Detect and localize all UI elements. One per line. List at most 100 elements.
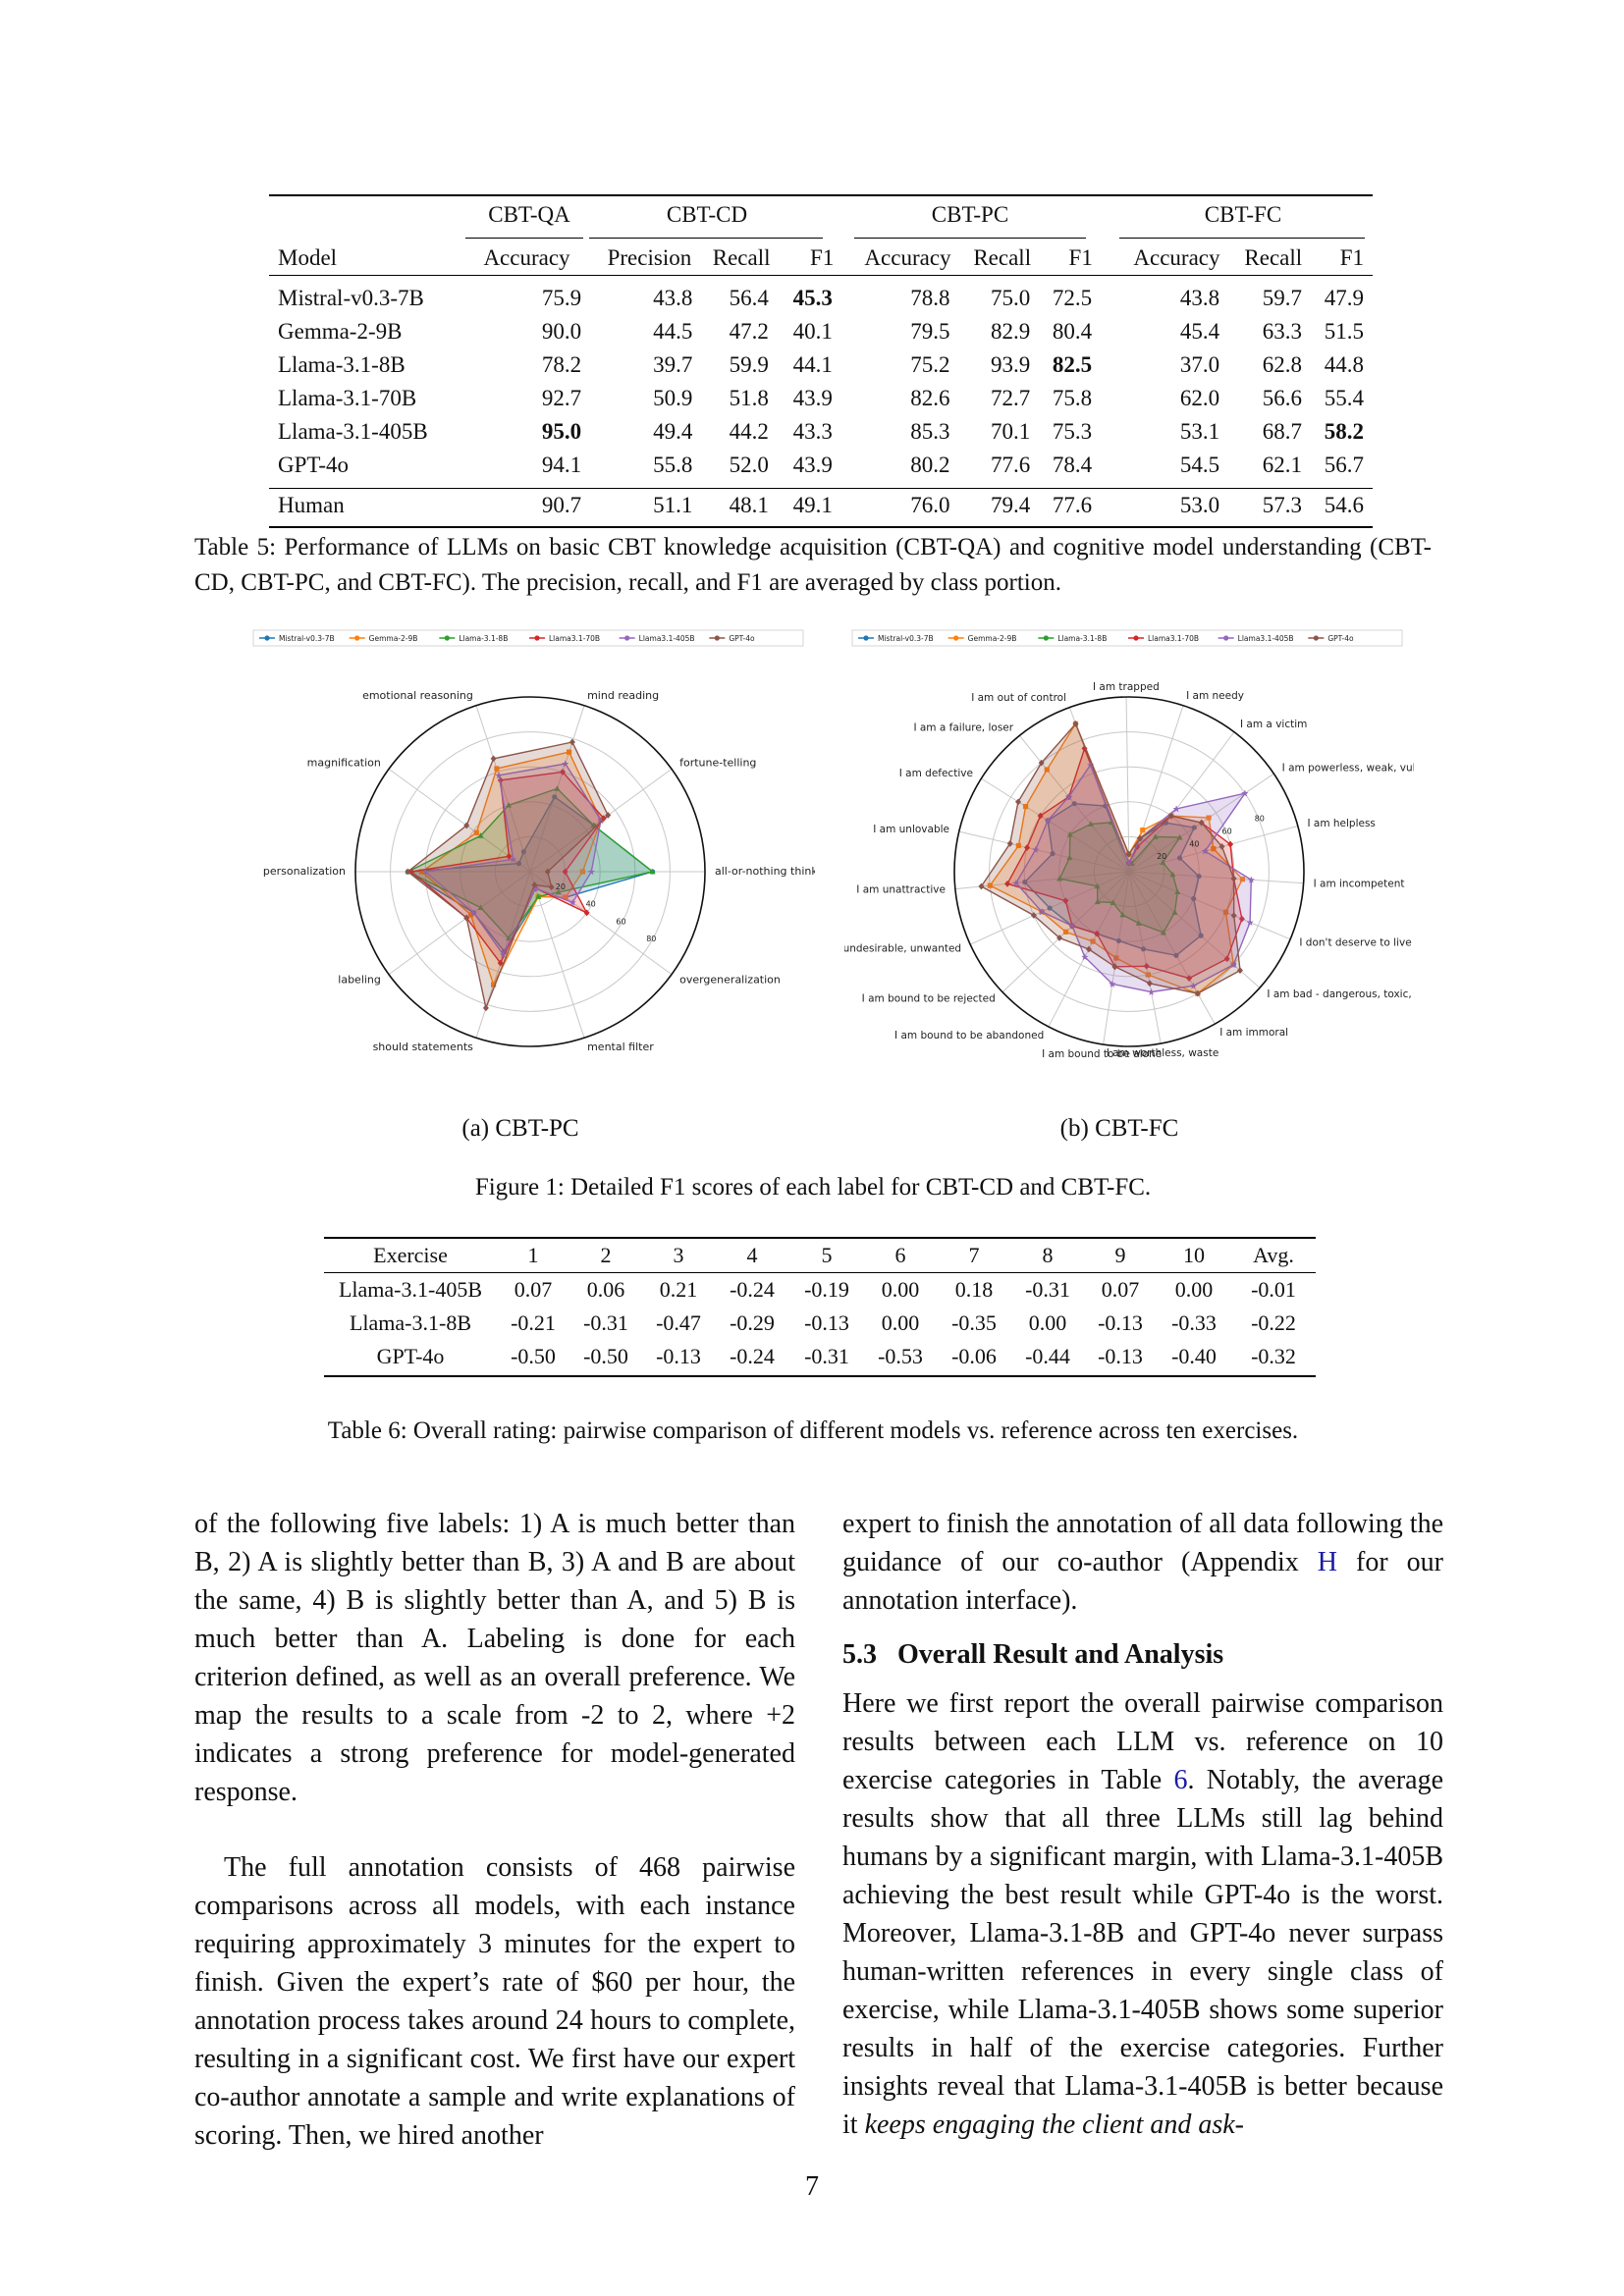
category-label: I am unlovable	[873, 824, 949, 835]
data-point	[583, 909, 590, 917]
data-point	[1201, 847, 1209, 855]
data-point	[421, 868, 429, 876]
table-cell: 90.7	[541, 492, 582, 517]
data-point	[1189, 982, 1198, 989]
col-header: 3	[673, 1243, 684, 1267]
legend: Mistral-v0.3-7B Gemma-2-9B Llama-3.1-8B Lla…	[252, 629, 804, 647]
category-label: magnification	[307, 756, 381, 769]
data-point	[1173, 952, 1179, 958]
table-cell: 0.00	[881, 1277, 920, 1302]
table-cell: 50.9	[653, 385, 693, 410]
table-cell: 47.9	[1324, 285, 1364, 310]
series-area	[980, 722, 1241, 994]
table-cell: -0.13	[804, 1310, 849, 1335]
data-point	[1191, 825, 1197, 830]
data-point	[1006, 840, 1013, 847]
table-cell: 75.9	[541, 285, 582, 310]
table-cell: 49.4	[653, 418, 693, 444]
col-header: 8	[1042, 1243, 1054, 1267]
data-point	[1044, 817, 1052, 825]
appendix-link[interactable]: H	[1317, 1547, 1338, 1577]
data-point	[499, 951, 508, 959]
data-point	[1085, 945, 1092, 953]
col-header: F1	[1339, 245, 1364, 270]
table-cell: 54.6	[1324, 492, 1364, 517]
data-point	[1140, 828, 1146, 833]
data-point	[531, 884, 540, 892]
table-5-group-header: CBT-QA CBT-CD CBT-PC CBT-FC	[269, 196, 1373, 241]
data-point	[1062, 897, 1069, 905]
table-cell: 40.1	[792, 318, 833, 344]
data-point	[560, 769, 567, 775]
legend-marker	[714, 635, 720, 641]
data-point	[1094, 898, 1101, 905]
category-label: I am out of control	[971, 692, 1066, 704]
grid-spoke	[1128, 871, 1291, 940]
table-cell: -0.19	[804, 1277, 849, 1302]
table-cell: 49.1	[792, 492, 833, 517]
legend-entry: Llama-3.1-8B	[459, 634, 508, 643]
table-cell: 55.4	[1324, 385, 1364, 410]
category-label: I am bound to be rejected	[862, 993, 996, 1005]
legend-entry: Llama3.1-70B	[1148, 634, 1199, 643]
table-cell: 0.07	[1101, 1277, 1140, 1302]
series-GPT-4o	[978, 720, 1243, 997]
table-cell: 44.1	[792, 351, 833, 377]
table-cell: 92.7	[541, 385, 582, 410]
table-cell: 53.0	[1179, 492, 1220, 517]
grid-ring	[1093, 835, 1165, 908]
data-point	[555, 888, 562, 895]
paragraph: of the following five labels: 1) A is mu…	[194, 1509, 795, 1807]
legend-marker	[1313, 635, 1319, 641]
table-cell: -0.40	[1171, 1344, 1217, 1368]
grid-ring	[1058, 801, 1200, 942]
data-point	[495, 772, 503, 779]
table-link[interactable]: 6	[1173, 1765, 1188, 1795]
table-cell: -0.31	[583, 1310, 628, 1335]
series-Llama3.1-405B	[421, 760, 605, 959]
grid-ring	[989, 731, 1270, 1012]
table-cell: 80.4	[1052, 318, 1093, 344]
radar-chart-cbt-pc: Mistral-v0.3-7B Gemma-2-9B Llama-3.1-8B Lla…	[252, 629, 815, 1053]
data-point	[978, 882, 985, 890]
data-point	[1246, 918, 1254, 926]
legend-entry: GPT-4o	[729, 634, 755, 643]
data-point	[469, 909, 477, 917]
legend-marker	[863, 635, 869, 641]
table-cell: -0.50	[583, 1344, 628, 1368]
table-cell: 51.8	[729, 385, 769, 410]
series-area	[1015, 763, 1253, 993]
legend-marker	[354, 635, 360, 641]
col-header: F1	[1068, 245, 1093, 270]
table-cell: 44.2	[729, 418, 769, 444]
table-cell: 45.4	[1179, 318, 1220, 344]
table-cell: 43.9	[792, 385, 833, 410]
table-cell: 78.4	[1052, 452, 1093, 477]
data-point	[1160, 929, 1166, 935]
data-point	[563, 894, 568, 900]
legend-marker	[534, 635, 540, 641]
data-point	[1015, 798, 1022, 806]
table-cell: -0.24	[730, 1344, 775, 1368]
data-point	[1223, 955, 1230, 963]
table-cell: 47.2	[729, 318, 769, 344]
table-cell: 59.9	[729, 351, 769, 377]
radar-chart-cbt-fc: Mistral-v0.3-7B Gemma-2-9B Llama-3.1-8B Lla…	[844, 629, 1414, 1060]
table-cell: 58.2	[1324, 418, 1364, 444]
table-cell: 75.3	[1052, 418, 1093, 444]
data-point	[505, 802, 512, 808]
data-point	[649, 868, 656, 875]
table-cell: -0.44	[1025, 1344, 1070, 1368]
data-point	[1230, 912, 1237, 920]
col-header: 1	[527, 1243, 539, 1267]
table-cell: -0.22	[1251, 1310, 1296, 1335]
table-cell: 93.9	[990, 351, 1031, 377]
table-cell: 43.8	[1179, 285, 1220, 310]
figure-1-caption: Figure 1: Detailed F1 scores of each lab…	[474, 1174, 1152, 1201]
data-point	[1174, 888, 1181, 895]
data-point	[1087, 821, 1094, 827]
col-header: 6	[894, 1243, 906, 1267]
data-point	[490, 982, 497, 988]
row-label: Llama-3.1-8B	[349, 1310, 472, 1335]
legend-entry: Llama3.1-70B	[549, 634, 600, 643]
